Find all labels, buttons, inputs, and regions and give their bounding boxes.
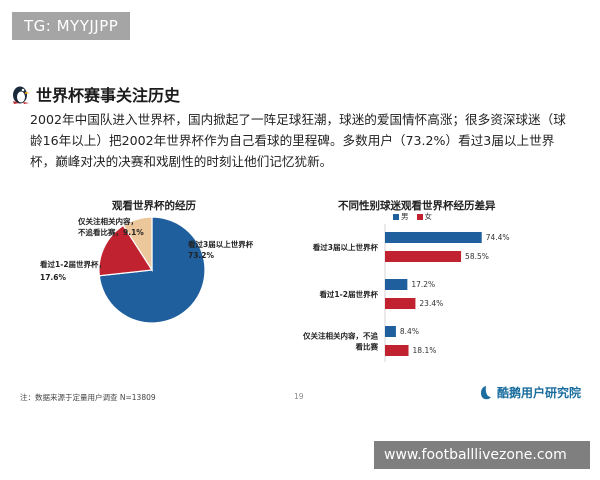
slide: [10, 52, 590, 420]
bar-female-0: [385, 251, 462, 262]
pie-chart: 看过3届以上世界杯 73.2% 看过1-2届世界杯， 17.6% 仅关注相关内容，不追看…: [39, 216, 254, 324]
bar-female-1: [385, 298, 416, 309]
bar-category-label: 看过3届以上世界杯: [312, 242, 379, 252]
footnote: 注：数据来源于定量用户调查 N=13809: [20, 393, 156, 402]
brand: 酷鹅用户研究院: [478, 384, 581, 401]
pie-label-follow-only: 仅关注相关内容，不追看比赛，9.1%: [77, 216, 144, 237]
legend-label-female: 女: [424, 212, 433, 221]
page-number: 19: [294, 392, 304, 401]
bar-chart: 74.4% 58.5% 看过3届以上世界杯 17.2% 23.4% 看过1-2届世界杯 8.…: [302, 224, 510, 362]
page-title: 世界杯赛事关注历史: [36, 86, 181, 105]
pie-label-1to2: 看过1-2届世界杯， 17.6%: [39, 259, 106, 282]
bar-value-label: 74.4%: [486, 233, 510, 242]
bar-female-2: [385, 345, 409, 356]
bar-value-label: 8.4%: [400, 327, 419, 336]
pie-slice-follow-only: [122, 216, 153, 273]
bar-category-label: 仅关注相关内容，不追看比赛: [302, 331, 378, 352]
bar-male-2: [385, 326, 396, 337]
legend-swatch-female: [416, 213, 423, 220]
bar-value-label: 23.4%: [419, 299, 443, 308]
bar-chart-title: 不同性别球迷观看世界杯经历差异: [338, 200, 496, 212]
pie-slice-1to2: [98, 224, 154, 277]
bar-legend: 男 女: [393, 211, 432, 222]
brand-name: 酷鹅用户研究院: [497, 386, 582, 400]
bar-male-0: [385, 232, 482, 243]
tg-tag: TG: MYYJJPP: [12, 12, 131, 40]
intro-paragraph: 2002年中国队进入世界杯，国内掀起了一阵足球狂潮，球迷的爱国情怀高涨；很多资深…: [30, 112, 566, 169]
bar-category-label: 看过1-2届世界杯: [318, 289, 378, 299]
site-watermark: www.footballlivezone.com: [374, 441, 590, 469]
brand-logo-icon: [481, 385, 491, 399]
bar-male-1: [385, 279, 408, 290]
pie-chart-title: 观看世界杯的经历: [112, 200, 196, 212]
bar-value-label: 17.2%: [411, 280, 435, 289]
bar-value-label: 58.5%: [465, 252, 489, 261]
bar-value-label: 18.1%: [413, 346, 437, 355]
penguin-logo-icon: [13, 86, 30, 104]
heading-row: 世界杯赛事关注历史: [10, 82, 180, 106]
pie-label-3plus: 看过3届以上世界杯 73.2%: [187, 239, 254, 260]
legend-swatch-male: [393, 213, 399, 220]
legend-label-male: 男: [401, 212, 409, 221]
